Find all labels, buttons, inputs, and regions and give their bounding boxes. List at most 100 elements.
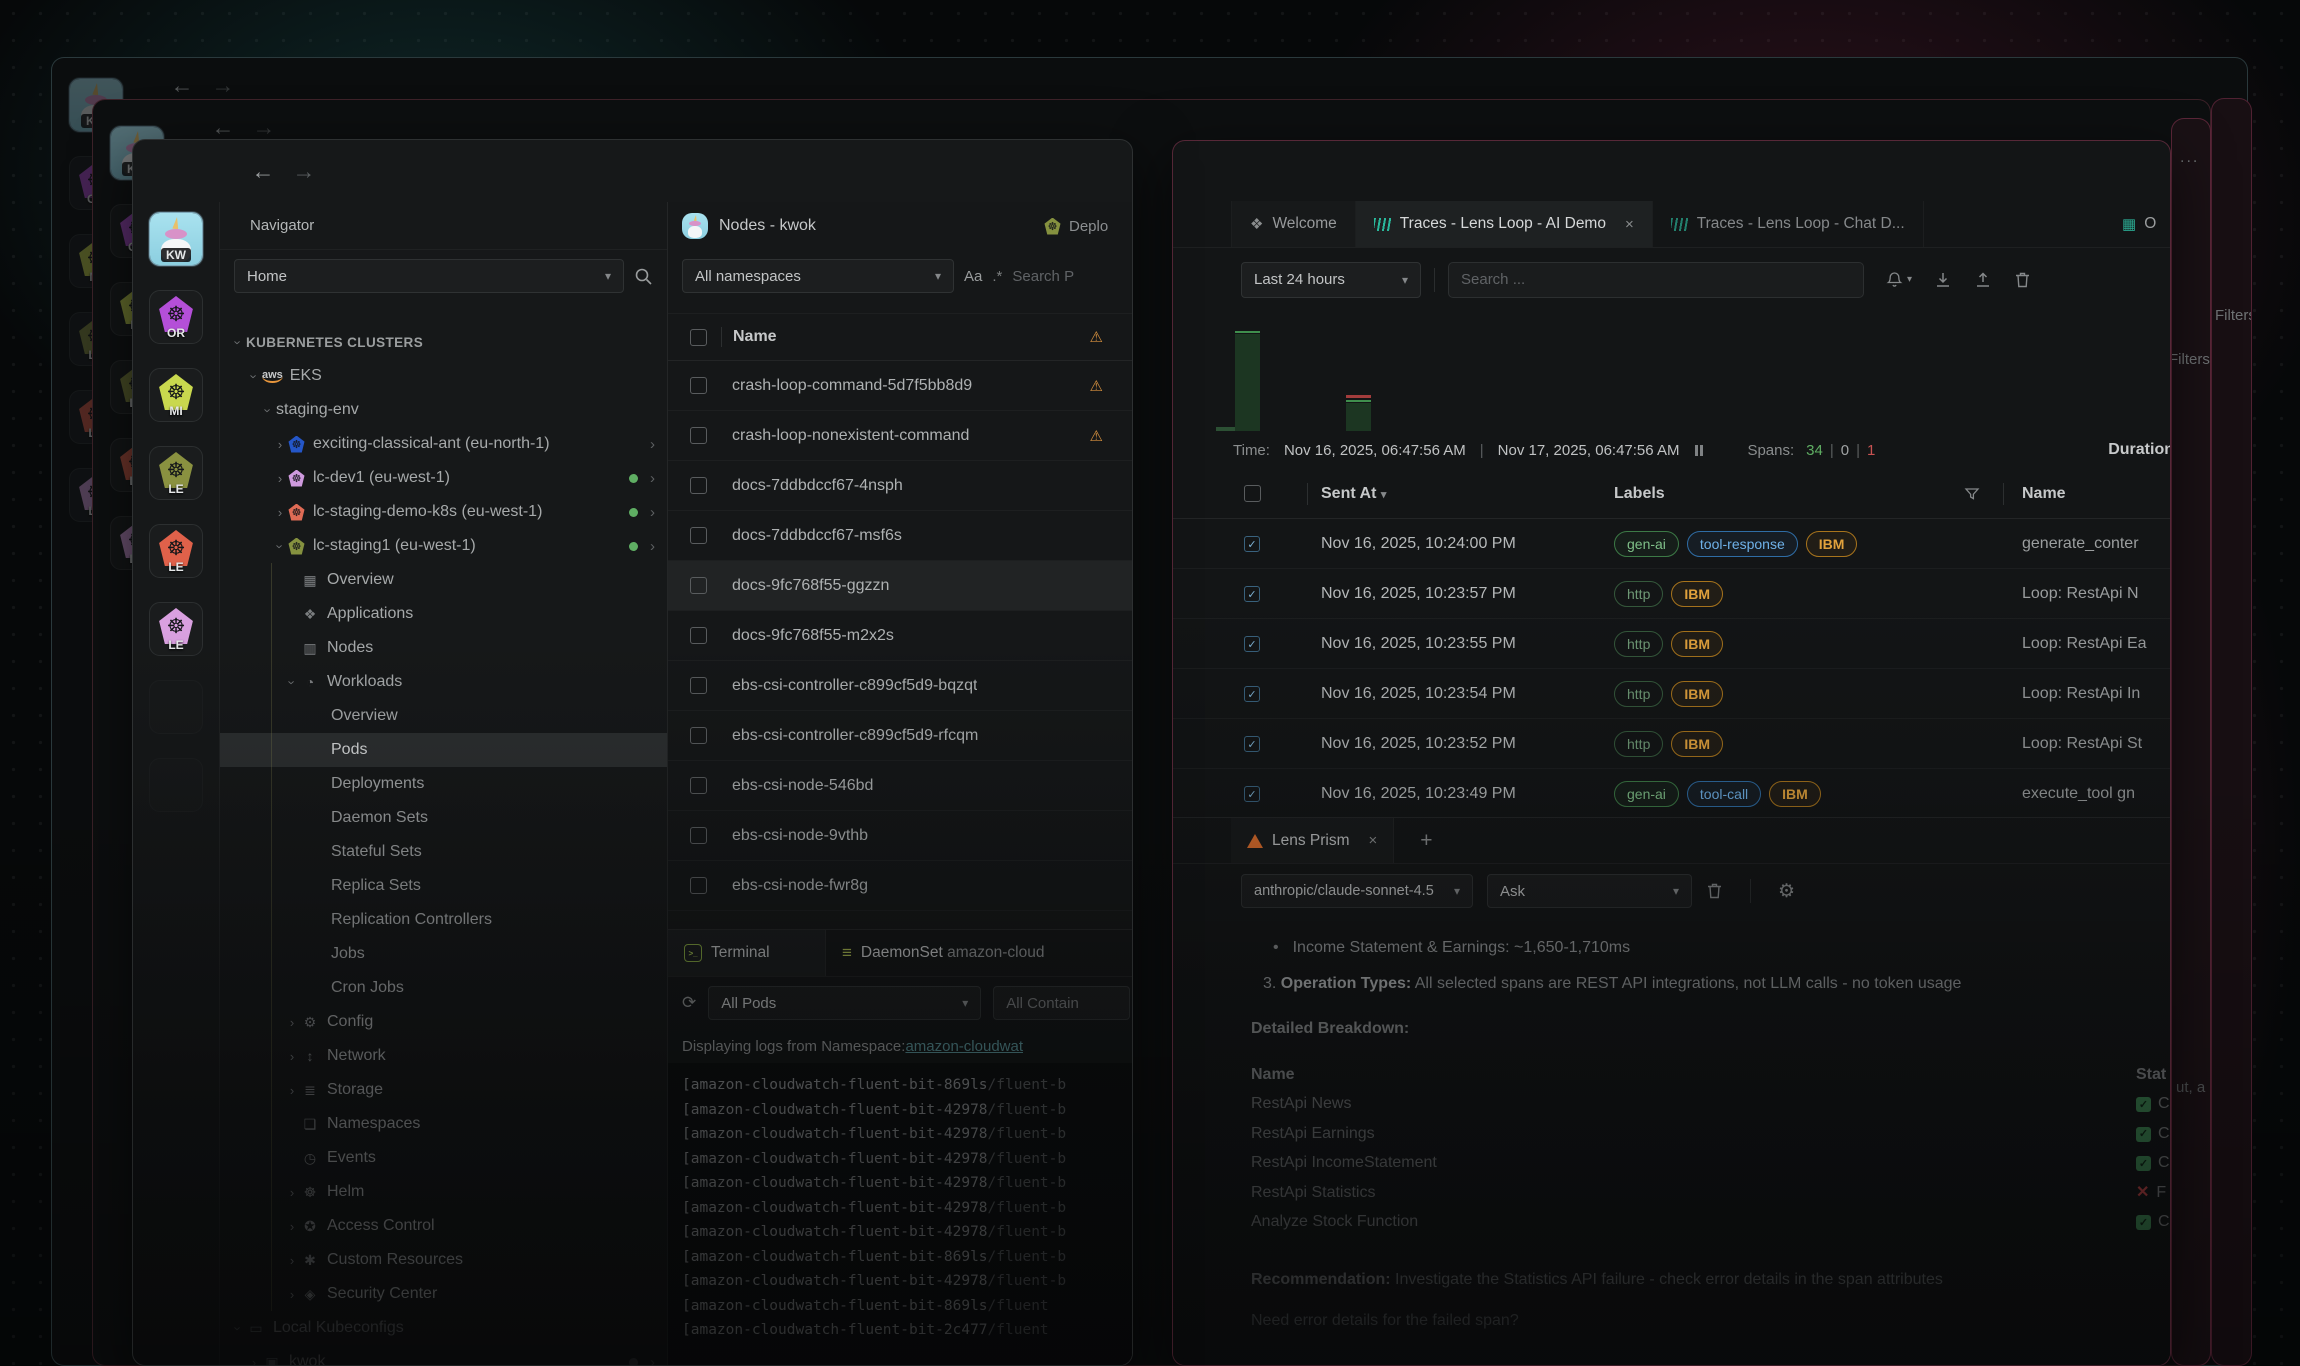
trace-row[interactable]: ✓ Nov 16, 2025, 10:23:55 PM http IBM Loop: R… xyxy=(1173,619,2170,669)
chevron-icon[interactable]: › xyxy=(277,436,283,452)
tree-item-custom-resources[interactable]: › ✱ Custom Resources xyxy=(220,1243,667,1277)
namespace-select[interactable]: All namespaces ▾ xyxy=(682,259,954,293)
pods-search-input[interactable]: Search P xyxy=(1012,267,1075,285)
back-icon[interactable]: ← xyxy=(211,113,235,140)
tab-welcome[interactable]: ❖ Welcome xyxy=(1231,201,1356,247)
row-checkbox[interactable] xyxy=(690,777,707,794)
tree-item-helm[interactable]: › ☸ Helm xyxy=(220,1175,667,1209)
chevron-icon[interactable]: › xyxy=(272,543,288,549)
chevron-icon[interactable]: › xyxy=(230,339,246,345)
chevron-icon[interactable]: › xyxy=(284,679,300,685)
row-checkbox[interactable] xyxy=(690,627,707,644)
pod-row[interactable]: ebs-csi-node-546bd xyxy=(668,761,1132,811)
tab-partial[interactable]: ▦ O xyxy=(2122,201,2170,247)
pod-row[interactable]: docs-7ddbdccf67-msf6s xyxy=(668,511,1132,561)
row-checkbox[interactable] xyxy=(690,377,707,394)
chevron-icon[interactable]: › xyxy=(289,1014,295,1030)
chevron-icon[interactable]: › xyxy=(246,373,262,379)
alerts-icon[interactable]: ▾ xyxy=(1886,271,1912,288)
tree-item-jobs[interactable]: Jobs xyxy=(220,937,667,971)
row-checkbox-checked[interactable]: ✓ xyxy=(1244,636,1260,652)
cluster-item-mi[interactable]: ☸MI xyxy=(149,368,203,422)
chevron-icon[interactable]: › xyxy=(277,504,283,520)
pod-row[interactable]: ebs-csi-node-fwr8g xyxy=(668,861,1132,911)
chevron-right-icon[interactable]: › xyxy=(650,537,655,555)
tree-item-lc-dev1-eu-west-1-[interactable]: › ☸ lc-dev1 (eu-west-1) › xyxy=(220,461,667,495)
row-checkbox[interactable] xyxy=(690,827,707,844)
pod-row[interactable]: docs-7ddbdccf67-4nsph xyxy=(668,461,1132,511)
pod-row[interactable]: docs-9fc768f55-ggzzn xyxy=(668,561,1132,611)
duration-column-header[interactable]: Duration xyxy=(2108,441,2171,458)
pods-filter-select[interactable]: All Pods ▾ xyxy=(708,986,982,1020)
time-range-select[interactable]: Last 24 hours ▾ xyxy=(1241,261,1421,298)
tree-item-daemon-sets[interactable]: Daemon Sets xyxy=(220,801,667,835)
tree-item-local-kubeconfigs[interactable]: › ▭ Local Kubeconfigs xyxy=(220,1311,667,1345)
search-icon[interactable] xyxy=(634,267,653,286)
cluster-item-kw[interactable]: KW xyxy=(149,212,203,266)
row-checkbox[interactable] xyxy=(690,427,707,444)
pod-row[interactable]: crash-loop-command-5d7f5bb8d9 ⚠ xyxy=(668,361,1132,411)
trace-search-input[interactable]: Search ... xyxy=(1448,261,1864,298)
new-chat-button[interactable]: + xyxy=(1420,828,1433,852)
chevron-icon[interactable]: › xyxy=(289,1048,295,1064)
tree-item-pods[interactable]: Pods xyxy=(220,733,667,767)
row-checkbox[interactable] xyxy=(690,727,707,744)
back-icon[interactable]: ← xyxy=(170,71,194,98)
row-checkbox[interactable] xyxy=(690,877,707,894)
cluster-item-le[interactable]: ☸LE xyxy=(149,524,203,578)
row-checkbox-checked[interactable]: ✓ xyxy=(1244,786,1260,802)
chevron-right-icon[interactable]: › xyxy=(650,435,655,453)
tab-traces-ai-demo[interactable]: Traces - Lens Loop - AI Demo × xyxy=(1355,201,1653,247)
trace-row[interactable]: ✓ Nov 16, 2025, 10:23:54 PM http IBM Loop: R… xyxy=(1173,669,2170,719)
chevron-icon[interactable]: › xyxy=(251,1354,257,1366)
pod-row[interactable]: crash-loop-nonexistent-command ⚠ xyxy=(668,411,1132,461)
name-header[interactable]: Name xyxy=(2022,485,2066,502)
forward-icon[interactable]: → xyxy=(211,71,235,98)
tree-item-storage[interactable]: › ≣ Storage xyxy=(220,1073,667,1107)
tab-lens-prism[interactable]: Lens Prism × xyxy=(1231,818,1395,863)
pause-icon[interactable] xyxy=(1695,444,1704,456)
cluster-item-le[interactable]: ☸LE xyxy=(149,446,203,500)
tree-item-lc-staging-demo-k8s-eu-west-1-[interactable]: › ☸ lc-staging-demo-k8s (eu-west-1) › xyxy=(220,495,667,529)
delete-icon[interactable] xyxy=(2014,271,2031,289)
log-output[interactable]: [amazon-cloudwatch-fluent-bit-869ls/flue… xyxy=(668,1063,1132,1365)
row-checkbox-checked[interactable]: ✓ xyxy=(1244,536,1260,552)
chevron-right-icon[interactable]: › xyxy=(650,469,655,487)
tree-item-eks[interactable]: › aws EKS xyxy=(220,359,667,393)
tab-terminal[interactable]: >_ Terminal xyxy=(668,930,826,976)
pod-row[interactable]: ebs-csi-node-9vthb xyxy=(668,811,1132,861)
close-tab-icon[interactable]: × xyxy=(1624,215,1634,233)
tree-item-staging-env[interactable]: › staging-env xyxy=(220,393,667,427)
regex-button[interactable]: .* xyxy=(992,267,1003,285)
trace-row[interactable]: ✓ Nov 16, 2025, 10:23:57 PM http IBM Loop: R… xyxy=(1173,569,2170,619)
sent-at-header[interactable]: Sent At ▾ xyxy=(1321,485,1387,502)
chevron-icon[interactable]: › xyxy=(277,470,283,486)
tree-item-applications[interactable]: ❖ Applications xyxy=(220,597,667,631)
tree-item-kubernetes-clusters[interactable]: › KUBERNETES CLUSTERS xyxy=(220,325,667,359)
pod-row[interactable]: docs-9fc768f55-m2x2s xyxy=(668,611,1132,661)
name-column-header[interactable]: Name xyxy=(733,328,777,345)
tree-item-namespaces[interactable]: ❏ Namespaces xyxy=(220,1107,667,1141)
tree-item-config[interactable]: › ⚙ Config xyxy=(220,1005,667,1039)
labels-header[interactable]: Labels xyxy=(1614,485,1665,502)
tab-daemonset-logs[interactable]: ≡ DaemonSet amazon-cloud xyxy=(842,943,1045,962)
chevron-icon[interactable]: › xyxy=(289,1082,295,1098)
tree-item-kwok[interactable]: › ▣ kwok › xyxy=(220,1345,667,1366)
tree-item-replication-controllers[interactable]: Replication Controllers xyxy=(220,903,667,937)
context-select[interactable]: Home ▾ xyxy=(234,259,624,293)
row-checkbox-checked[interactable]: ✓ xyxy=(1244,686,1260,702)
tree-item-deployments[interactable]: Deployments xyxy=(220,767,667,801)
gear-icon[interactable]: ⚙ xyxy=(1778,880,1796,902)
back-icon[interactable]: ← xyxy=(251,157,275,184)
model-select[interactable]: anthropic/claude-sonnet-4.5 ▾ xyxy=(1241,874,1473,908)
chevron-icon[interactable]: › xyxy=(289,1184,295,1200)
trace-row[interactable]: ✓ Nov 16, 2025, 10:24:00 PM gen-ai tool-res… xyxy=(1173,519,2170,569)
namespace-link[interactable]: amazon-cloudwat xyxy=(905,1037,1023,1055)
tree-item-cron-jobs[interactable]: Cron Jobs xyxy=(220,971,667,1005)
chevron-right-icon[interactable]: › xyxy=(650,1353,655,1366)
chevron-icon[interactable]: › xyxy=(289,1286,295,1302)
row-checkbox-checked[interactable]: ✓ xyxy=(1244,586,1260,602)
trace-row[interactable]: ✓ Nov 16, 2025, 10:23:52 PM http IBM Loop: R… xyxy=(1173,719,2170,769)
tree-item-overview[interactable]: Overview xyxy=(220,699,667,733)
tree-item-events[interactable]: ◷ Events xyxy=(220,1141,667,1175)
